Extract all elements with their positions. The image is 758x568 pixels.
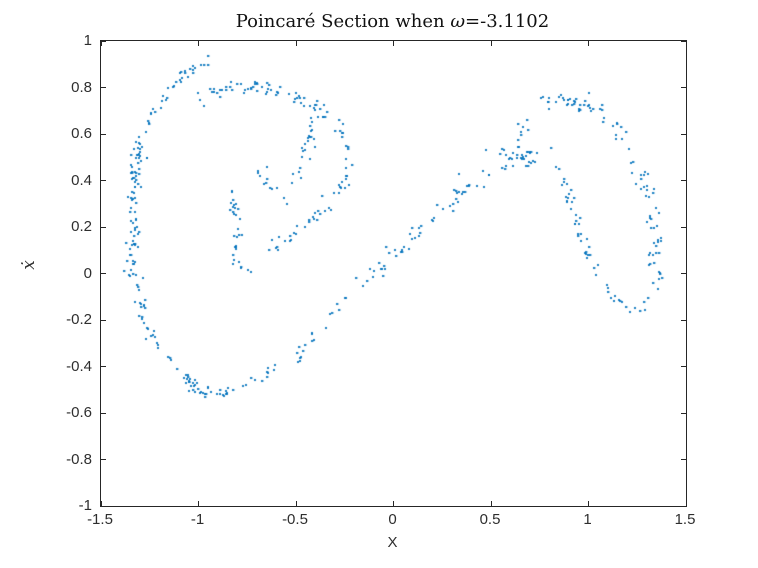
x-tick-mark: [685, 41, 687, 46]
y-tick-mark: [681, 40, 686, 42]
x-tick-mark: [295, 41, 297, 46]
x-tick-label: 1: [583, 511, 592, 528]
x-tick-mark: [393, 501, 394, 506]
x-tick-mark: [100, 41, 102, 46]
y-tick-label: -0.4: [66, 357, 92, 375]
y-tick-mark: [681, 505, 686, 507]
x-tick-mark: [490, 501, 492, 506]
y-tick-label: -1: [78, 497, 92, 514]
y-tick-label: 0.2: [71, 218, 92, 235]
y-tick-mark: [681, 459, 686, 460]
y-tick-label: 1: [83, 32, 92, 49]
x-tick-mark: [198, 501, 199, 506]
chart-title: Poincaré Section when ω=-3.1102: [100, 11, 685, 32]
y-tick-mark: [101, 459, 106, 460]
plot-area: [100, 40, 687, 507]
y-tick-mark: [681, 87, 686, 88]
x-tick-label: 1.5: [674, 511, 696, 528]
y-tick-mark: [681, 133, 686, 135]
y-tick-mark: [101, 226, 106, 228]
y-tick-mark: [101, 319, 106, 321]
y-tick-label: 0.8: [71, 78, 92, 96]
y-tick-label: 0.6: [71, 125, 92, 142]
chart-title-value: =-3.1102: [465, 11, 550, 32]
x-tick-mark: [198, 41, 199, 46]
omega-symbol: ω: [450, 11, 466, 32]
y-tick-mark: [101, 180, 106, 181]
y-tick-mark: [101, 505, 106, 507]
x-tick-mark: [490, 41, 492, 46]
y-tick-mark: [101, 133, 106, 135]
y-tick-mark: [681, 180, 686, 181]
y-tick-mark: [101, 366, 106, 367]
x-tick-label: -1.5: [87, 511, 113, 528]
y-tick-label: 0.4: [71, 171, 92, 189]
x-tick-mark: [393, 41, 394, 46]
chart-title-text: Poincaré Section when: [235, 11, 451, 32]
x-tick-mark: [588, 501, 589, 506]
x-axis-label: X: [387, 534, 398, 551]
y-tick-mark: [681, 366, 686, 367]
y-tick-mark: [101, 412, 106, 414]
x-tick-label: -0.5: [282, 511, 308, 528]
y-tick-mark: [101, 87, 106, 88]
y-tick-mark: [681, 226, 686, 228]
y-tick-mark: [681, 319, 686, 321]
x-tick-mark: [588, 41, 589, 46]
x-tick-mark: [685, 501, 687, 506]
y-tick-mark: [681, 412, 686, 414]
y-tick-label: 0: [83, 264, 92, 282]
y-tick-label: -0.6: [66, 404, 92, 421]
x-tick-label: -1: [190, 511, 205, 528]
y-tick-mark: [101, 40, 106, 42]
x-tick-label: 0: [388, 511, 397, 528]
scatter-points-canvas: [101, 41, 686, 506]
y-tick-label: -0.8: [66, 450, 92, 468]
y-tick-mark: [681, 273, 686, 274]
x-tick-label: 0.5: [479, 511, 501, 528]
y-tick-label: -0.2: [66, 311, 92, 328]
x-tick-mark: [295, 501, 297, 506]
x-tick-mark: [100, 501, 102, 506]
y-axis-label: ẋ: [19, 260, 39, 270]
y-tick-mark: [101, 273, 106, 274]
